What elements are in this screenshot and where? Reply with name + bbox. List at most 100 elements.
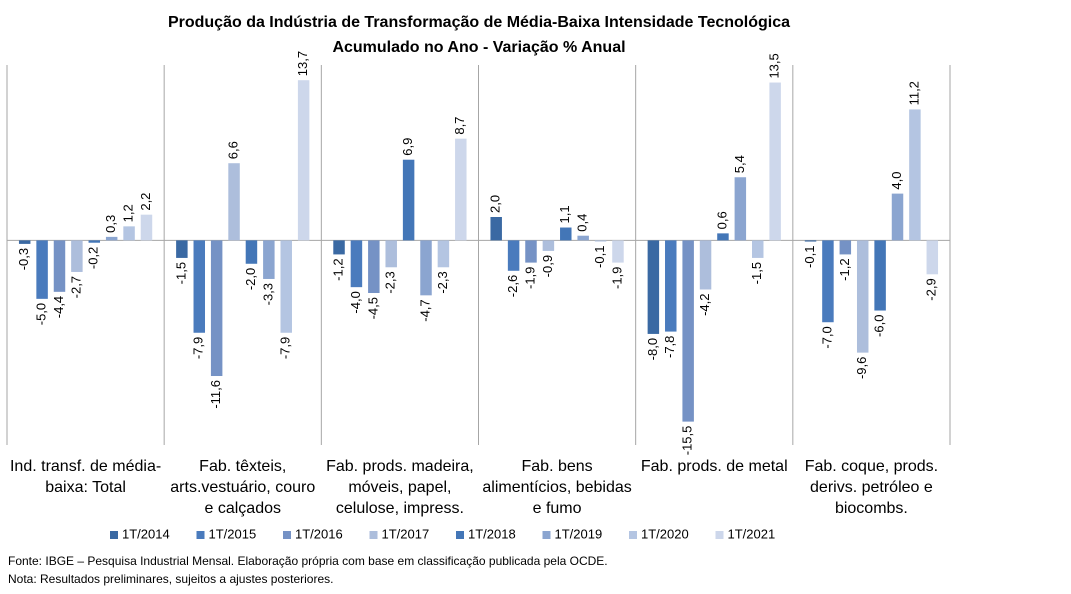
bar [769,82,781,241]
data-label: -2,3 [435,271,450,293]
data-label: 5,4 [732,155,747,173]
data-label: -0,3 [16,248,31,270]
bar [682,240,694,422]
data-label: -0,1 [592,246,607,268]
bar [455,138,467,241]
bar [717,233,729,241]
data-label: -2,0 [243,268,258,290]
legend-label: 1T/2020 [641,526,689,541]
legend-swatch [456,531,464,539]
bar [36,240,48,299]
data-label: 4,0 [889,172,904,190]
data-label: -7,0 [819,326,834,348]
data-label: 1,1 [557,205,572,223]
data-label: -15,5 [680,426,695,456]
bar [53,240,66,292]
data-label: -9,6 [854,357,869,379]
bar [525,240,537,263]
data-label: -2,7 [68,276,83,298]
bar [926,240,939,275]
chart-title: Produção da Indústria de Transformação d… [168,14,790,31]
data-label: 6,9 [400,138,415,156]
legend-label: 1T/2017 [382,526,430,541]
data-label: -4,5 [365,297,380,319]
data-label: -1,9 [609,267,624,289]
data-label: -8,0 [645,338,660,360]
x-tick-label: Fab. têxteis, arts.vestuário, couro e ca… [170,458,316,517]
data-label: -2,9 [924,278,939,300]
data-label: -1,5 [749,262,764,284]
data-label: -4,2 [697,293,712,315]
bar [542,240,555,251]
x-tick-label: Ind. transf. de média-baixa: Total [9,458,162,496]
legend-label: 1T/2015 [209,526,257,541]
chart-subtitle: Acumulado no Ano - Variação % Anual [332,39,625,56]
data-label: -2,6 [505,275,520,297]
legend-label: 1T/2021 [728,526,776,541]
data-label: 0,6 [714,211,729,229]
bar [176,240,188,258]
footnote: Fonte: IBGE – Pesquisa Industrial Mensal… [8,554,608,568]
data-label: -7,8 [662,336,677,358]
bar [612,240,624,263]
legend-label: 1T/2018 [468,526,516,541]
footnote: Nota: Resultados preliminares, sujeitos … [8,572,334,586]
bar [874,240,886,311]
data-label: -1,2 [837,258,852,280]
data-label: -0,9 [540,255,555,277]
bar [594,240,607,242]
bar [88,240,101,243]
data-label: 1,2 [121,204,136,222]
bar [560,227,572,241]
data-label: -7,9 [191,337,206,359]
bar [333,240,345,255]
data-label: 8,7 [452,117,467,135]
bar [210,240,223,377]
bar [507,240,520,271]
data-label: 0,4 [575,214,590,232]
bar [280,240,292,333]
legend-swatch [196,531,205,539]
data-label: -0,1 [802,246,817,268]
bar [665,240,677,332]
data-label: -6,0 [872,315,887,337]
x-tick-label: Fab. prods. madeira, móveis, papel, celu… [326,458,474,517]
bar [839,240,852,255]
legend-label: 1T/2014 [122,526,170,541]
data-label: -3,3 [260,283,275,305]
data-label: -4,4 [51,296,66,318]
data-label: -4,0 [348,291,363,313]
data-label: -0,2 [86,247,101,269]
legend-label: 1T/2016 [295,526,343,541]
bar [437,240,450,268]
bar [891,193,904,241]
bar [123,226,135,241]
bar [105,236,118,241]
bar [18,240,31,244]
legend-swatch [283,531,291,539]
data-label: -4,7 [417,299,432,321]
legend-swatch [715,531,724,539]
bar [490,217,502,241]
x-tick-label: Fab. prods. de metal [640,458,788,475]
x-tick-label: Fab. coque, prods. derivs. petróleo e bi… [804,458,939,517]
bar [647,240,660,334]
bar [577,235,589,241]
bar [420,240,432,296]
data-label: 6,6 [225,141,240,159]
data-label: -5,0 [34,303,49,325]
bar [385,240,397,268]
bar [856,240,869,353]
data-label: 13,5 [767,53,782,78]
data-label: -7,9 [278,337,293,359]
data-label: 2,2 [138,193,153,211]
bar [245,240,258,264]
x-tick-label: Fab. bens alimentícios, bebidas e fumo [482,458,632,517]
bar [263,240,275,279]
bar [699,240,712,290]
data-label: 2,0 [488,195,503,213]
data-label: 11,2 [906,81,921,105]
bar [402,159,415,241]
